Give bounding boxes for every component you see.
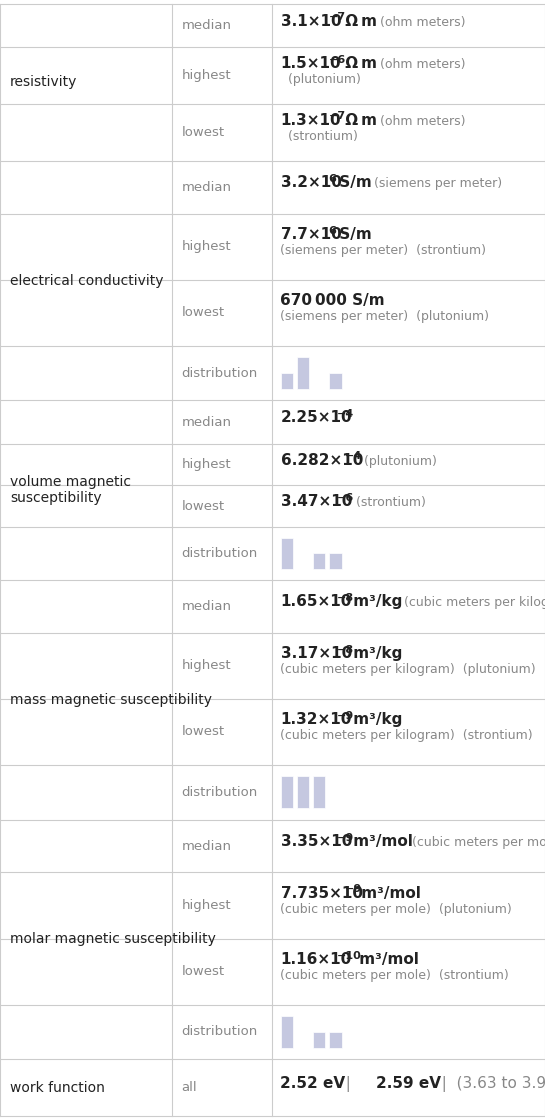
Text: −8: −8 bbox=[336, 592, 354, 603]
Text: Ω m: Ω m bbox=[340, 13, 382, 29]
Text: m³/kg: m³/kg bbox=[348, 712, 402, 727]
Text: lowest: lowest bbox=[181, 125, 225, 139]
Text: S/m: S/m bbox=[334, 175, 377, 190]
Bar bbox=[281, 1016, 293, 1048]
Text: distribution: distribution bbox=[181, 366, 258, 380]
Text: highest: highest bbox=[181, 660, 231, 672]
Text: 1.65×10: 1.65×10 bbox=[281, 595, 352, 609]
Text: Ω m: Ω m bbox=[340, 113, 382, 128]
Text: 1.16×10: 1.16×10 bbox=[281, 952, 352, 967]
Text: −6: −6 bbox=[329, 55, 346, 65]
Text: 6: 6 bbox=[329, 174, 336, 184]
Text: (siemens per meter)  (plutonium): (siemens per meter) (plutonium) bbox=[281, 310, 489, 324]
Text: median: median bbox=[181, 180, 232, 194]
Bar bbox=[281, 373, 293, 389]
Text: (cubic meters per mole)  (strontium): (cubic meters per mole) (strontium) bbox=[281, 969, 509, 982]
Text: −10: −10 bbox=[336, 951, 361, 961]
Bar bbox=[330, 373, 342, 389]
Text: 2.59 eV: 2.59 eV bbox=[376, 1075, 441, 1091]
Text: m³/kg: m³/kg bbox=[348, 595, 408, 609]
Text: distribution: distribution bbox=[181, 1026, 258, 1038]
Bar bbox=[313, 553, 325, 569]
Text: median: median bbox=[181, 599, 232, 613]
Text: lowest: lowest bbox=[181, 965, 225, 978]
Text: (plutonium): (plutonium) bbox=[356, 455, 437, 468]
Text: (siemens per meter)  (strontium): (siemens per meter) (strontium) bbox=[281, 244, 487, 258]
Bar bbox=[281, 538, 293, 569]
Text: (cubic meters per mole): (cubic meters per mole) bbox=[412, 836, 545, 849]
Text: S/m: S/m bbox=[334, 227, 372, 242]
Text: −6: −6 bbox=[336, 493, 354, 503]
Bar bbox=[330, 1032, 342, 1048]
Text: −4: −4 bbox=[336, 409, 354, 419]
Text: 1.5×10: 1.5×10 bbox=[281, 56, 341, 72]
Text: (strontium): (strontium) bbox=[281, 130, 359, 143]
Text: median: median bbox=[181, 416, 232, 429]
Text: −9: −9 bbox=[336, 711, 354, 721]
Text: volume magnetic
susceptibility: volume magnetic susceptibility bbox=[10, 475, 131, 505]
Text: (ohm meters): (ohm meters) bbox=[380, 115, 465, 128]
Text: −4: −4 bbox=[344, 451, 362, 461]
Bar bbox=[330, 553, 342, 569]
Text: −7: −7 bbox=[329, 12, 346, 22]
Text: (strontium): (strontium) bbox=[348, 496, 426, 510]
Text: Ω m: Ω m bbox=[340, 56, 382, 72]
Text: lowest: lowest bbox=[181, 500, 225, 513]
Bar bbox=[313, 776, 325, 809]
Text: median: median bbox=[181, 840, 232, 852]
Text: 3.2×10: 3.2×10 bbox=[281, 175, 341, 190]
Text: all: all bbox=[181, 1081, 197, 1094]
Text: 3.47×10: 3.47×10 bbox=[281, 494, 352, 510]
Text: lowest: lowest bbox=[181, 726, 225, 738]
Text: m³/mol: m³/mol bbox=[348, 834, 418, 849]
Text: molar magnetic susceptibility: molar magnetic susceptibility bbox=[10, 933, 216, 946]
Bar bbox=[297, 357, 309, 389]
Text: (ohm meters): (ohm meters) bbox=[380, 16, 465, 29]
Text: −7: −7 bbox=[329, 111, 346, 121]
Bar bbox=[281, 776, 293, 809]
Text: 3.17×10: 3.17×10 bbox=[281, 646, 352, 661]
Text: highest: highest bbox=[181, 458, 231, 472]
Text: distribution: distribution bbox=[181, 547, 258, 560]
Text: 7.7×10: 7.7×10 bbox=[281, 227, 341, 242]
Text: 1.3×10: 1.3×10 bbox=[281, 113, 341, 128]
Text: electrical conductivity: electrical conductivity bbox=[10, 273, 164, 288]
Text: median: median bbox=[181, 19, 232, 32]
Bar bbox=[313, 1032, 325, 1048]
Text: lowest: lowest bbox=[181, 306, 225, 319]
Text: m³/mol: m³/mol bbox=[354, 952, 419, 967]
Text: highest: highest bbox=[181, 69, 231, 82]
Text: 2.25×10: 2.25×10 bbox=[281, 410, 352, 426]
Text: work function: work function bbox=[10, 1081, 105, 1094]
Text: mass magnetic susceptibility: mass magnetic susceptibility bbox=[10, 692, 212, 707]
Text: highest: highest bbox=[181, 240, 231, 253]
Text: highest: highest bbox=[181, 899, 231, 912]
Text: (cubic meters per kilogram)  (plutonium): (cubic meters per kilogram) (plutonium) bbox=[281, 663, 536, 676]
Text: −9: −9 bbox=[336, 832, 354, 842]
Text: 6: 6 bbox=[329, 225, 336, 235]
Text: 3.35×10: 3.35×10 bbox=[281, 834, 352, 849]
Bar bbox=[297, 776, 309, 809]
Text: (cubic meters per mole)  (plutonium): (cubic meters per mole) (plutonium) bbox=[281, 903, 512, 916]
Text: (ohm meters): (ohm meters) bbox=[380, 58, 465, 72]
Text: 6.282×10: 6.282×10 bbox=[281, 452, 363, 468]
Text: 1.32×10: 1.32×10 bbox=[281, 712, 352, 727]
Text: 7.735×10: 7.735×10 bbox=[281, 886, 362, 900]
Text: distribution: distribution bbox=[181, 786, 258, 799]
Text: m³/kg: m³/kg bbox=[348, 646, 402, 661]
Text: (cubic meters per kilogram): (cubic meters per kilogram) bbox=[404, 596, 545, 609]
Text: −8: −8 bbox=[336, 645, 354, 655]
Text: −9: −9 bbox=[344, 885, 362, 895]
Text: 2.52 eV: 2.52 eV bbox=[281, 1075, 346, 1091]
Text: 670 000 S/m: 670 000 S/m bbox=[281, 293, 385, 308]
Text: (plutonium): (plutonium) bbox=[281, 73, 361, 86]
Text: resistivity: resistivity bbox=[10, 75, 77, 90]
Text: m³/mol: m³/mol bbox=[356, 886, 421, 900]
Text: (siemens per meter): (siemens per meter) bbox=[374, 177, 502, 190]
Text: (cubic meters per kilogram)  (strontium): (cubic meters per kilogram) (strontium) bbox=[281, 729, 533, 743]
Text: |: | bbox=[336, 1075, 361, 1092]
Text: 3.1×10: 3.1×10 bbox=[281, 13, 341, 29]
Text: |  (3.63 to 3.9) eV: | (3.63 to 3.9) eV bbox=[432, 1075, 545, 1092]
